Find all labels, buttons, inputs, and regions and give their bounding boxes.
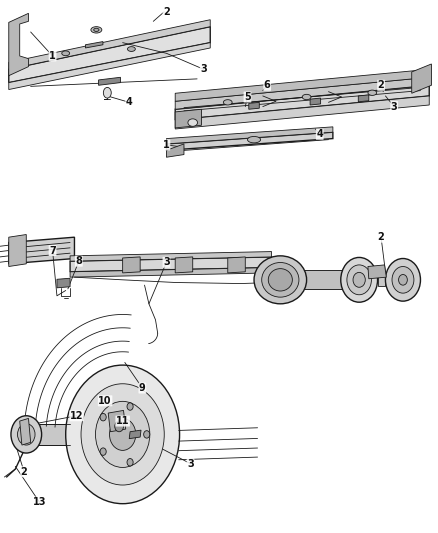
Polygon shape [166, 144, 184, 157]
Circle shape [385, 259, 420, 301]
Text: 7: 7 [49, 246, 56, 255]
Polygon shape [9, 43, 210, 90]
Text: 6: 6 [264, 80, 271, 90]
Ellipse shape [62, 51, 70, 56]
Ellipse shape [103, 87, 111, 98]
Polygon shape [70, 268, 272, 277]
Text: 9: 9 [139, 383, 146, 393]
Ellipse shape [254, 256, 307, 304]
Polygon shape [70, 257, 272, 272]
Ellipse shape [247, 136, 261, 143]
Circle shape [347, 265, 371, 295]
Circle shape [95, 401, 150, 467]
Text: 12: 12 [70, 411, 83, 421]
Circle shape [144, 431, 150, 438]
Polygon shape [280, 270, 359, 289]
Polygon shape [175, 109, 201, 128]
Text: 13: 13 [33, 497, 46, 507]
Text: 3: 3 [187, 459, 194, 469]
Polygon shape [99, 77, 120, 85]
Polygon shape [166, 132, 333, 150]
Circle shape [66, 365, 180, 504]
Text: 2: 2 [163, 7, 170, 17]
Polygon shape [175, 77, 429, 109]
Circle shape [127, 403, 133, 410]
Text: 1: 1 [163, 140, 170, 150]
Polygon shape [20, 418, 31, 445]
Circle shape [11, 416, 42, 453]
Polygon shape [9, 20, 210, 69]
Ellipse shape [91, 27, 102, 33]
Polygon shape [108, 410, 126, 432]
Polygon shape [9, 237, 74, 264]
Polygon shape [85, 42, 103, 48]
Polygon shape [9, 235, 26, 266]
Ellipse shape [94, 28, 99, 31]
Polygon shape [368, 265, 386, 279]
Ellipse shape [188, 119, 198, 126]
Text: 2: 2 [378, 232, 385, 242]
Text: 11: 11 [116, 416, 129, 426]
Text: 10: 10 [99, 396, 112, 406]
Text: 4: 4 [126, 98, 133, 107]
Polygon shape [9, 27, 210, 83]
Polygon shape [310, 98, 321, 105]
Polygon shape [70, 252, 272, 261]
Polygon shape [129, 430, 141, 439]
Polygon shape [175, 257, 193, 273]
Polygon shape [57, 278, 70, 288]
Circle shape [127, 458, 133, 466]
Circle shape [353, 272, 365, 287]
Circle shape [392, 266, 414, 293]
Circle shape [18, 424, 35, 445]
Polygon shape [249, 102, 259, 109]
Ellipse shape [261, 263, 299, 297]
Ellipse shape [268, 269, 293, 291]
Polygon shape [166, 127, 333, 144]
Text: 4: 4 [316, 130, 323, 139]
Polygon shape [9, 13, 28, 76]
Circle shape [115, 421, 124, 432]
Ellipse shape [223, 100, 232, 105]
Polygon shape [175, 85, 429, 120]
Polygon shape [175, 96, 429, 129]
Text: 3: 3 [200, 64, 207, 74]
Text: 3: 3 [163, 257, 170, 267]
Polygon shape [378, 273, 385, 286]
Polygon shape [175, 69, 429, 101]
Text: 1: 1 [49, 51, 56, 61]
Circle shape [100, 448, 106, 455]
Polygon shape [358, 95, 369, 102]
Circle shape [110, 418, 136, 450]
Circle shape [399, 274, 407, 285]
Polygon shape [123, 257, 140, 273]
Ellipse shape [368, 90, 377, 95]
Text: 3: 3 [391, 102, 398, 111]
Circle shape [100, 414, 106, 421]
Ellipse shape [302, 94, 311, 100]
Circle shape [81, 384, 164, 485]
Text: 2: 2 [21, 467, 28, 477]
Polygon shape [26, 424, 70, 445]
Polygon shape [412, 64, 431, 93]
Text: 8: 8 [75, 256, 82, 266]
Circle shape [341, 257, 378, 302]
Polygon shape [228, 257, 245, 273]
Ellipse shape [127, 47, 135, 52]
Text: 2: 2 [378, 80, 385, 90]
Text: 5: 5 [244, 92, 251, 102]
